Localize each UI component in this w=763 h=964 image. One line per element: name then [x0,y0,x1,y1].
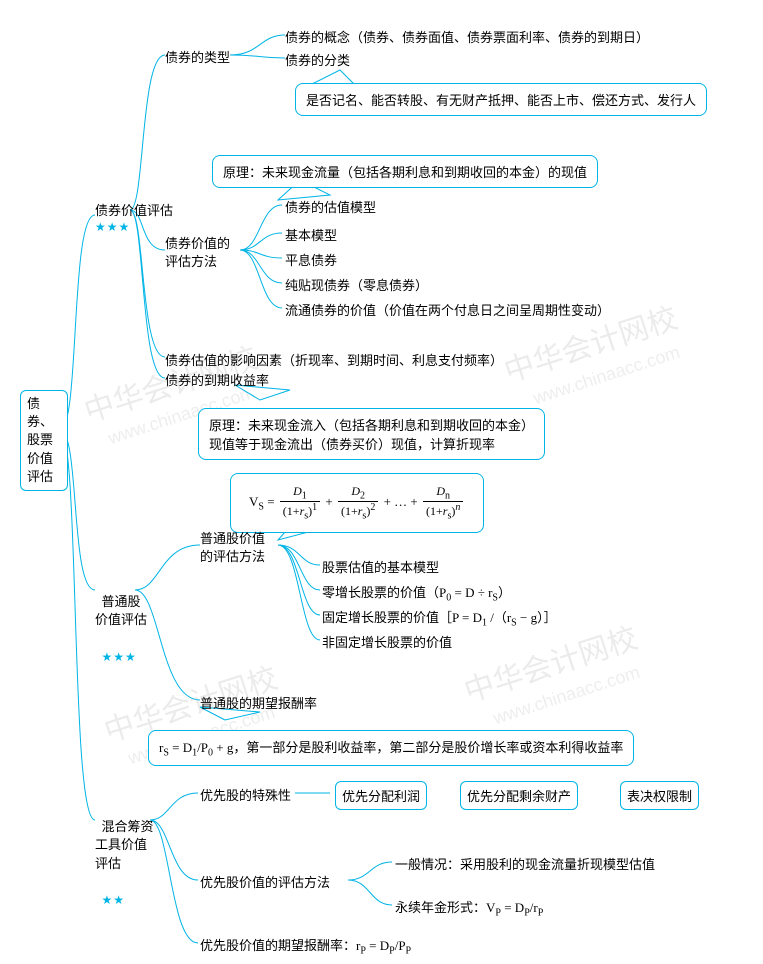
topic-bond-types: 债券的类型 [165,47,230,66]
callout-expected-return: rS = D1/P0 + g，第一部分是股利收益率，第二部分是股价增长率或资本利… [148,730,634,766]
box-pref-residual: 优先分配剩余财产 [460,781,578,810]
root-node: 债券、 股票 价值 评估 [20,390,68,491]
leaf-trading-bond: 流通债券的价值（价值在两个付息日之间呈周期性变动） [285,300,610,319]
leaf-pref-features: 优先股的特殊性 [200,785,291,804]
leaf-bond-classify: 债券的分类 [285,50,350,69]
leaf-const-growth: 固定增长股票的价值［P = D1 /（rS − g）］ [322,607,557,629]
leaf-nonconst-growth: 非固定增长股票的价值 [322,632,452,651]
callout-valuation-principle: 原理：未来现金流量（包括各期利息和到期收回的本金）的现值 [212,155,598,188]
leaf-pref-general: 一般情况：采用股利的现金流量折现模型估值 [395,854,655,873]
topic-stock-val-methods: 普通股价值 的评估方法 [200,530,265,566]
leaf-val-model: 债券的估值模型 [285,197,376,216]
topic-bond-val-methods: 债券价值的 评估方法 [165,235,230,271]
section-hybrid: 混合筹资 工具价值 评估 ★★ [95,800,154,909]
callout-bond-classify: 是否记名、能否转股、有无财产抵押、能否上市、偿还方式、发行人 [295,83,707,116]
leaf-val-factors: 债券估值的影响因素（折现率、到期时间、利息支付频率） [165,350,503,369]
section-label: 混合筹资 工具价值 评估 [95,819,154,870]
leaf-stock-basic: 股票估值的基本模型 [322,557,439,576]
leaf-basic-model: 基本模型 [285,225,337,244]
rating-stars: ★★ [102,893,126,907]
leaf-expected-return: 普通股的期望报酬率 [200,693,317,712]
rating-stars: ★★★ [102,650,137,664]
leaf-pref-perpetuity: 永续年金形式：VP = DP/rP [395,897,543,919]
section-common-stock: 普通股 价值评估 ★★★ [95,575,147,666]
box-pref-voting: 表决权限制 [620,781,699,810]
leaf-ytm: 债券的到期收益率 [165,370,269,389]
leaf-bond-concept: 债券的概念（债券、债券面值、债券票面利率、债券的到期日） [285,27,649,46]
section-label: 债券价值评估 [95,203,173,218]
leaf-pref-expected-return: 优先股价值的期望报酬率：rP = DP/PP [200,935,411,957]
leaf-zero-growth: 零增长股票的价值（P0 = D ÷ rS） [322,582,511,604]
rating-stars: ★★★ [95,220,130,234]
callout-ytm: 原理：未来现金流入（包括各期利息和到期收回的本金） 现值等于现金流出（债券买价）… [198,408,545,460]
leaf-level-bond: 平息债券 [285,250,337,269]
box-pref-profit: 优先分配利润 [335,781,427,810]
formula-stock-value: VS = D1(1+rs)1 + D2(1+rs)2 + … + Dn(1+rs… [230,473,484,533]
leaf-zero-coupon: 纯贴现债券（零息债券） [285,275,428,294]
section-label: 普通股 价值评估 [95,594,147,627]
section-bond-valuation: 债券价值评估 ★★★ [95,200,173,235]
leaf-pref-val-methods: 优先股价值的评估方法 [200,872,330,891]
